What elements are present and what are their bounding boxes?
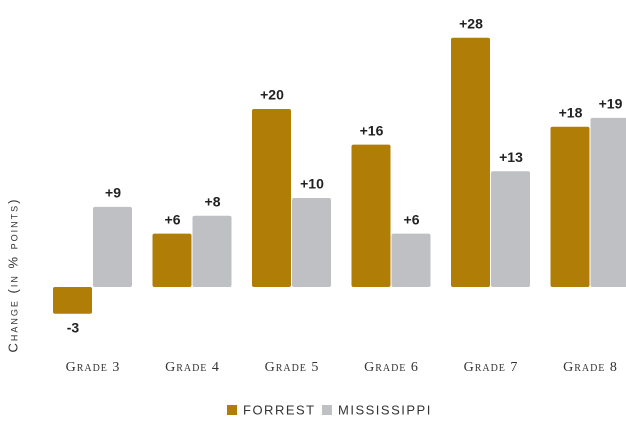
- y-axis-label: Change (in % points): [5, 198, 20, 353]
- value-label: +28: [459, 16, 483, 32]
- bar: [292, 198, 331, 287]
- bar: [590, 117, 626, 287]
- value-label: +6: [404, 211, 420, 227]
- x-tick-label: Grade 7: [464, 360, 519, 375]
- x-tick-label: Grade 4: [165, 360, 220, 375]
- value-label: +18: [559, 105, 583, 121]
- value-label: +19: [599, 96, 623, 112]
- bar: [192, 215, 232, 287]
- bar: [93, 206, 132, 287]
- x-tick-label: Grade 3: [66, 360, 121, 375]
- x-tick-label: Grade 5: [265, 360, 320, 375]
- legend-swatch: [227, 405, 237, 415]
- bar: [550, 126, 590, 287]
- value-label: +16: [360, 122, 384, 138]
- legend-label: MISSISSIPPI: [338, 402, 432, 417]
- bar: [351, 144, 391, 287]
- value-label: +8: [205, 194, 221, 210]
- value-label: +6: [165, 211, 181, 227]
- legend-label: FORREST: [243, 402, 316, 417]
- bar: [152, 233, 192, 287]
- bar: [491, 171, 530, 287]
- legend-swatch: [322, 405, 332, 415]
- bar: [53, 287, 92, 314]
- value-label: -3: [67, 319, 80, 335]
- value-label: +20: [260, 87, 284, 103]
- bar: [391, 233, 431, 287]
- bar: [252, 109, 291, 287]
- x-tick-label: Grade 8: [563, 360, 618, 375]
- value-label: +9: [105, 185, 121, 201]
- x-tick-label: Grade 6: [364, 360, 419, 375]
- bar: [451, 37, 490, 287]
- value-label: +13: [499, 149, 523, 165]
- value-label: +10: [300, 176, 324, 192]
